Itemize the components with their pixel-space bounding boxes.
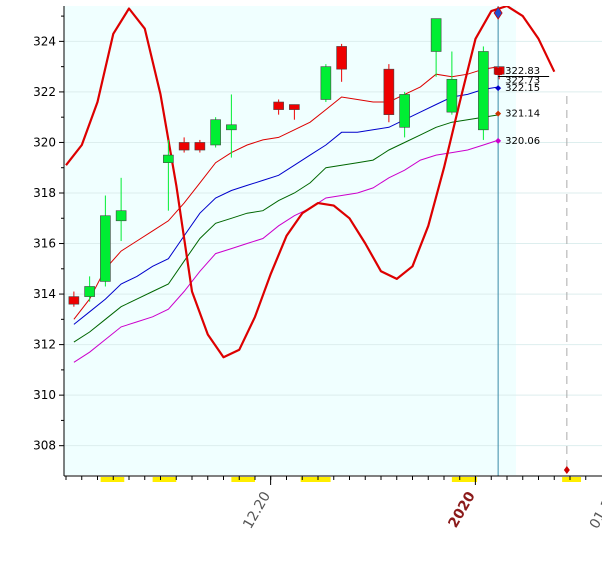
oscillator-curve	[65, 6, 556, 359]
band-line	[73, 114, 500, 343]
plot-area	[64, 6, 602, 475]
oscillator-line	[65, 6, 556, 359]
y-gridlines	[64, 40, 602, 447]
candle-body	[178, 142, 190, 151]
x-period-marker	[562, 477, 582, 482]
band-line	[73, 66, 500, 320]
end-value-diamond	[495, 85, 502, 92]
end-value-label: 322.73	[505, 75, 540, 86]
cursor-line	[493, 6, 570, 476]
candle-body	[194, 142, 206, 151]
candle-body	[383, 68, 395, 115]
x-period-marker	[451, 477, 478, 482]
x-axis: 12.20 2020 01.10	[65, 476, 602, 532]
y-tick-label: 316	[33, 237, 56, 251]
x-period-marker	[152, 477, 177, 482]
forecast-marker	[563, 466, 570, 474]
y-tick-label: 314	[33, 287, 56, 301]
end-value-diamond	[495, 110, 502, 117]
candle-body	[399, 94, 410, 128]
candle-body	[226, 124, 237, 131]
x-tick-label: 2020	[445, 489, 478, 531]
candle-body	[115, 210, 127, 222]
candles	[68, 18, 505, 307]
end-value-label: 322.15	[505, 83, 540, 94]
candle-body	[163, 154, 174, 163]
candle-body	[84, 286, 95, 297]
y-tick-label: 320	[33, 135, 56, 149]
y-tick-label: 322	[33, 85, 56, 99]
y-tick-label: 312	[33, 338, 56, 352]
y-axis: 308 310 312 314 316 318 320 322 324	[33, 15, 64, 453]
candle-body	[210, 119, 221, 146]
x-tick-label: 01.10	[587, 489, 602, 532]
x-period-marker	[100, 477, 125, 482]
end-value-diamond	[495, 137, 502, 144]
candle-body	[273, 101, 284, 110]
candle-body	[68, 296, 80, 305]
cursor-marker	[493, 6, 503, 20]
band-line	[73, 86, 500, 325]
end-value-label: 320.06	[505, 136, 540, 147]
x-period-marker	[300, 477, 331, 482]
candle-body	[289, 104, 300, 110]
x-tick-label: 12.20	[240, 489, 274, 532]
candle-body	[100, 215, 111, 282]
candle-body	[336, 46, 347, 70]
candle-body	[320, 66, 332, 100]
end-value-square	[495, 67, 503, 75]
candle-body	[446, 78, 458, 113]
y-tick-label: 310	[33, 388, 56, 402]
candle-body	[478, 51, 489, 131]
band-line	[73, 139, 500, 363]
candle-body	[430, 18, 442, 52]
y-tick-label: 308	[33, 439, 56, 453]
end-value-label: 322.83	[505, 66, 540, 77]
future-area	[516, 6, 602, 475]
indicator-bands	[73, 66, 500, 363]
end-value-label: 321.14	[505, 109, 540, 120]
y-tick-label: 324	[33, 34, 56, 48]
x-period-marker	[231, 477, 255, 482]
y-tick-label: 318	[33, 186, 56, 200]
